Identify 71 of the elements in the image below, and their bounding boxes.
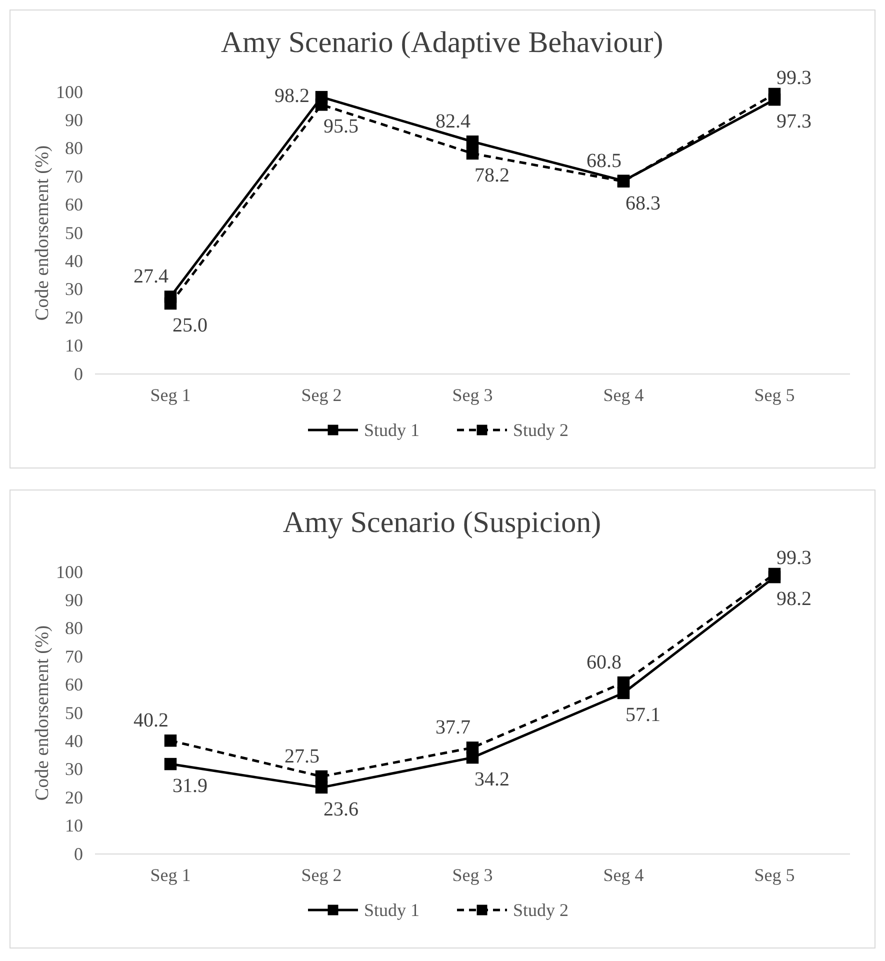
y-tick-label: 0	[74, 844, 83, 864]
legend-label: Study 1	[364, 420, 420, 440]
point	[768, 88, 781, 100]
x-tick-label: Seg 3	[452, 864, 493, 885]
point	[164, 734, 177, 747]
data-label: 98.2	[776, 588, 812, 610]
y-tick-label: 60	[65, 194, 83, 215]
y-tick-label: 90	[65, 110, 83, 130]
x-tick-label: Seg 4	[603, 864, 644, 885]
y-tick-label: 50	[65, 222, 83, 243]
data-label: 97.3	[776, 110, 812, 133]
data-label: 60.8	[586, 652, 622, 674]
data-label: 34.2	[474, 768, 510, 791]
chart-title: Amy Scenario (Adaptive Behaviour)	[220, 26, 664, 59]
data-label: 78.2	[474, 164, 510, 186]
y-tick-label: 70	[65, 166, 83, 186]
legend-label: Study 2	[513, 420, 569, 440]
point	[164, 297, 177, 310]
data-label: 95.5	[324, 116, 358, 138]
y-tick-label: 100	[56, 562, 83, 582]
data-label: 31.9	[172, 775, 208, 798]
point	[315, 770, 328, 783]
y-tick-label: 80	[65, 138, 83, 158]
y-tick-label: 70	[65, 646, 83, 666]
point	[617, 676, 630, 689]
y-tick-label: 0	[74, 364, 83, 384]
y-tick-label: 50	[65, 702, 83, 723]
y-tick-label: 30	[65, 279, 83, 300]
data-label: 99.3	[776, 546, 812, 569]
point	[768, 568, 781, 580]
point	[315, 98, 328, 111]
y-tick-label: 40	[65, 250, 83, 271]
y-tick-label: 20	[65, 307, 83, 328]
data-label: 99.3	[776, 66, 812, 89]
point	[164, 758, 177, 770]
legend-label: Study 1	[364, 900, 420, 920]
x-tick-label: Seg 5	[754, 864, 795, 885]
x-tick-label: Seg 3	[452, 384, 493, 405]
data-label: 40.2	[134, 710, 168, 732]
data-label: 23.6	[324, 798, 358, 820]
x-tick-label: Seg 2	[301, 864, 342, 885]
x-tick-label: Seg 5	[754, 384, 795, 405]
data-label: 68.3	[626, 192, 660, 214]
chart-title: Amy Scenario (Suspicion)	[282, 506, 602, 539]
y-axis-title: Code endorsement (%)	[32, 625, 53, 801]
data-label: 25.0	[172, 314, 208, 336]
data-label: 27.4	[134, 266, 168, 288]
data-label: 82.4	[436, 110, 470, 133]
y-tick-label: 30	[65, 759, 83, 780]
y-tick-label: 20	[65, 787, 83, 808]
y-tick-label: 90	[65, 590, 83, 610]
point	[466, 136, 479, 148]
x-tick-label: Seg 1	[150, 864, 191, 885]
x-tick-label: Seg 2	[301, 384, 342, 405]
data-label: 68.5	[586, 150, 622, 172]
y-tick-label: 10	[65, 816, 83, 836]
point	[466, 742, 479, 754]
y-tick-label: 10	[65, 336, 83, 356]
y-axis-title: Code endorsement (%)	[32, 145, 53, 321]
x-tick-label: Seg 1	[150, 384, 191, 405]
x-tick-label: Seg 4	[603, 384, 644, 405]
data-label: 57.1	[626, 704, 660, 726]
y-tick-label: 80	[65, 618, 83, 638]
y-tick-label: 40	[65, 730, 83, 751]
data-label: 98.2	[274, 85, 310, 108]
data-label: 27.5	[284, 745, 320, 768]
y-tick-label: 60	[65, 674, 83, 695]
point	[466, 147, 479, 160]
y-tick-label: 100	[56, 82, 83, 102]
data-label: 37.7	[436, 716, 470, 739]
legend-label: Study 2	[513, 900, 569, 920]
